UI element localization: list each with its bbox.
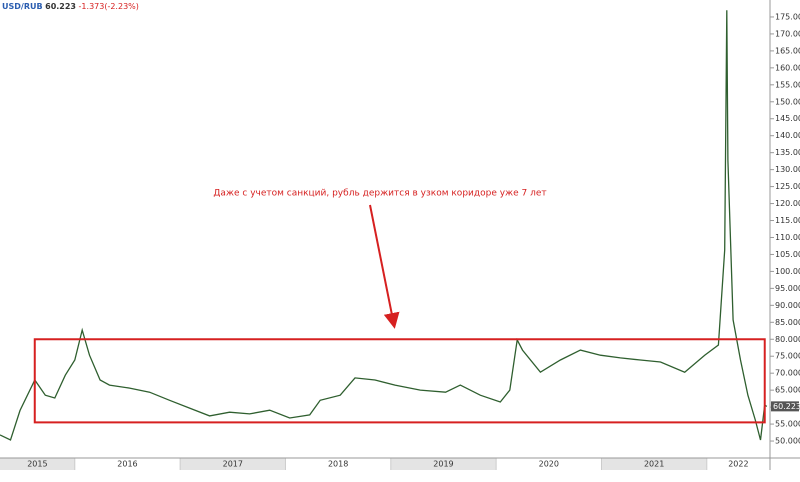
arrow	[369, 204, 400, 329]
y-tick-label: 80.000	[775, 335, 800, 344]
x-tick-label: 2018	[328, 460, 348, 469]
price-tag-label: 60.223	[773, 402, 800, 411]
year-band	[285, 458, 391, 470]
y-tick-label: 65.000	[775, 386, 800, 395]
year-band	[180, 458, 286, 470]
x-tick-label: 2016	[117, 460, 137, 469]
year-band	[496, 458, 602, 470]
x-tick-label: 2020	[539, 460, 559, 469]
y-tick-label: 105.000	[775, 250, 800, 259]
y-tick-label: 55.000	[775, 420, 800, 429]
x-tick-label: 2017	[223, 460, 243, 469]
y-tick-label: 110.000	[775, 233, 800, 242]
y-tick-label: 130.000	[775, 165, 800, 174]
y-tick-label: 155.000	[775, 80, 800, 89]
x-tick-label: 2019	[433, 460, 453, 469]
x-tick-label: 2021	[644, 460, 664, 469]
x-tick-label: 2022	[728, 460, 748, 469]
y-tick-label: 150.000	[775, 97, 800, 106]
y-tick-label: 95.000	[775, 284, 800, 293]
y-tick-label: 100.000	[775, 267, 800, 276]
y-tick-label: 90.000	[775, 301, 800, 310]
y-tick-label: 70.000	[775, 369, 800, 378]
header: USD/RUB 60.223 -1.373(-2.23%)	[2, 2, 139, 11]
x-bands	[0, 458, 770, 470]
y-tick-label: 115.000	[775, 216, 800, 225]
year-band	[390, 458, 497, 470]
symbol: USD/RUB	[2, 2, 43, 11]
year-band	[706, 458, 770, 470]
x-tick-label: 2015	[27, 460, 47, 469]
y-tick-label: 75.000	[775, 352, 800, 361]
y-tick-label: 135.000	[775, 148, 800, 157]
y-tick-label: 170.000	[775, 29, 800, 38]
year-band	[601, 458, 707, 470]
year-band	[0, 458, 75, 470]
year-band	[74, 458, 181, 470]
y-tick-label: 165.000	[775, 46, 800, 55]
price-line	[0, 10, 768, 441]
y-tick-label: 50.000	[775, 437, 800, 446]
y-tick-label: 120.000	[775, 199, 800, 208]
plot	[0, 10, 768, 441]
price: 60.223	[45, 2, 76, 11]
y-tick-label: 145.000	[775, 114, 800, 123]
y-tick-label: 160.000	[775, 63, 800, 72]
corridor-box	[33, 338, 766, 424]
annotation: Даже с учетом санкций, рубль держится в …	[213, 189, 546, 199]
change: -1.373(-2.23%)	[79, 2, 139, 11]
y-tick-label: 85.000	[775, 318, 800, 327]
y-tick-label: 125.000	[775, 182, 800, 191]
price-tag	[771, 401, 799, 412]
y-tick-label: 175.000	[775, 12, 800, 21]
y-tick-label: 140.000	[775, 131, 800, 140]
